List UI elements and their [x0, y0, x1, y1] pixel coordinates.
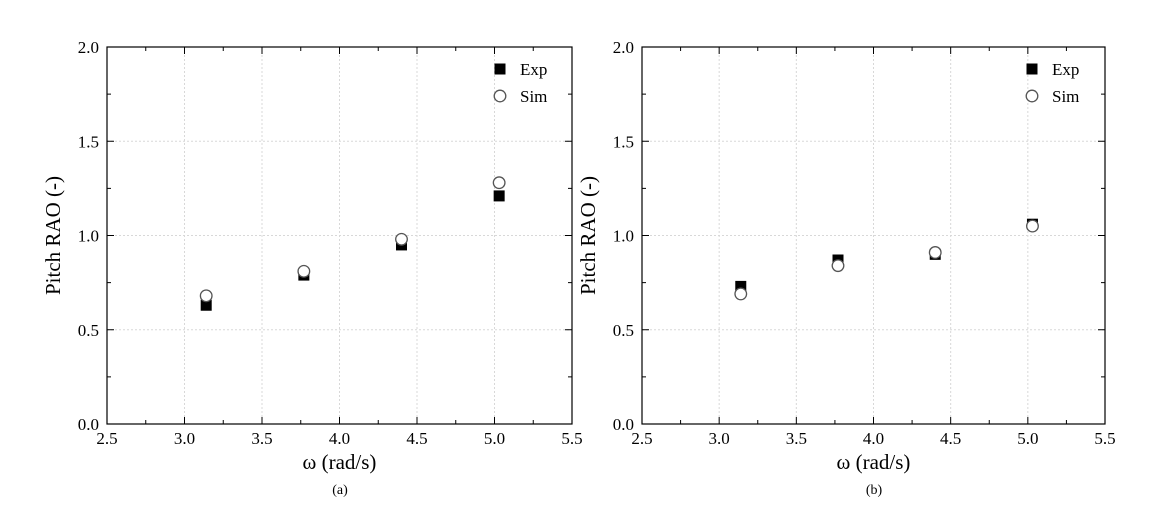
- sim-marker: [734, 287, 748, 301]
- legend-sim-marker: [493, 89, 507, 103]
- x-axis-title: ω (rad/s): [303, 450, 377, 474]
- sim-marker: [831, 259, 845, 273]
- sim-marker: [492, 176, 506, 190]
- x-tick-label: 4.5: [940, 429, 961, 448]
- y-tick-label: 0.0: [78, 415, 99, 434]
- chart-panel-2: 2.5 3.0 3.5 4.0 4.5 5.0 5.5 0.0 0.5 1.0 1.5 2.0 ω (r…: [576, 38, 1116, 498]
- legend-exp-marker: [494, 63, 506, 75]
- legend-sim-marker: [1025, 89, 1039, 103]
- x-tick-label: 5.0: [1017, 429, 1038, 448]
- x-tick-label: 3.0: [709, 429, 730, 448]
- legend-label: Exp: [520, 60, 547, 79]
- x-tick-label: 4.5: [406, 429, 427, 448]
- y-tick-label: 1.5: [78, 132, 99, 151]
- legend-label: Sim: [520, 87, 547, 106]
- x-tick-label: 3.0: [174, 429, 195, 448]
- sim-marker: [199, 289, 213, 303]
- x-tick-label: 2.5: [96, 429, 117, 448]
- x-tick-label: 5.0: [484, 429, 505, 448]
- x-tick-label: 5.5: [1094, 429, 1115, 448]
- x-axis-title: ω (rad/s): [837, 450, 911, 474]
- legend-label: Exp: [1052, 60, 1079, 79]
- y-tick-label: 0.5: [78, 321, 99, 340]
- x-tick-label: 4.0: [329, 429, 350, 448]
- y-tick-label: 2.0: [78, 38, 99, 57]
- panel-label: (b): [866, 483, 883, 498]
- exp-marker: [493, 190, 505, 202]
- chart-panel-1: 2.5 3.0 3.5 4.0 4.5 5.0 5.5 0.0 0.5 1.0 1.5 2.0 ω (r…: [41, 38, 583, 498]
- y-tick-label: 1.0: [78, 227, 99, 246]
- sim-marker: [297, 264, 311, 278]
- x-tick-label: 4.0: [863, 429, 884, 448]
- x-tick-label: 2.5: [631, 429, 652, 448]
- y-tick-label: 1.0: [613, 227, 634, 246]
- exp-marker: [200, 299, 212, 311]
- y-axis-title: Pitch RAO (-): [41, 176, 65, 295]
- sim-marker: [395, 232, 408, 246]
- x-tick-label: 3.5: [786, 429, 807, 448]
- y-axis-title: Pitch RAO (-): [576, 176, 600, 295]
- sim-marker: [928, 246, 942, 259]
- x-tick-label: 3.5: [251, 429, 272, 448]
- legend-exp-marker: [1026, 63, 1038, 75]
- legend-label: Sim: [1052, 87, 1079, 106]
- y-tick-label: 0.0: [613, 415, 634, 434]
- y-tick-label: 2.0: [613, 38, 634, 57]
- panel-label: (a): [332, 483, 348, 498]
- exp-marker: [735, 280, 747, 292]
- x-tick-label: 5.5: [561, 429, 582, 448]
- y-tick-label: 0.5: [613, 321, 634, 340]
- y-tick-label: 1.5: [613, 132, 634, 151]
- sim-marker: [1026, 219, 1039, 233]
